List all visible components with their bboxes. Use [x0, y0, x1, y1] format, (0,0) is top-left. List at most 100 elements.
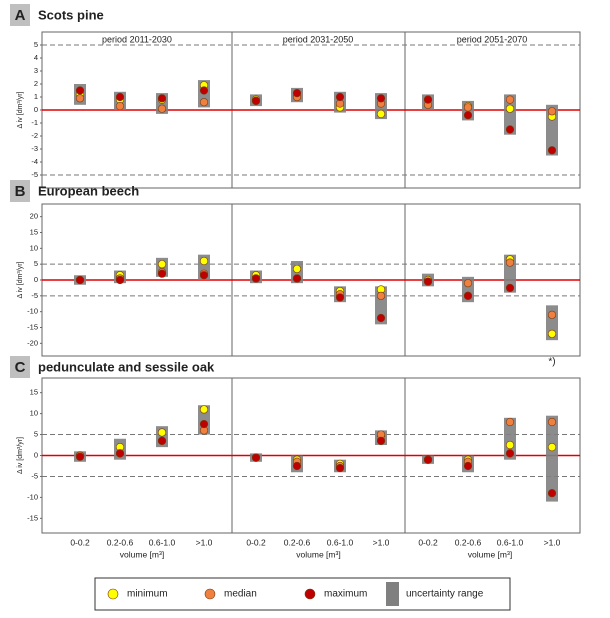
point-maximum [463, 111, 473, 120]
point-minimum [199, 405, 209, 414]
y-tick-label: -3 [31, 144, 38, 153]
panel-label-box [10, 356, 30, 378]
y-tick-label: -1 [31, 118, 38, 127]
legend-label: maximum [324, 589, 367, 600]
point-minimum [547, 443, 557, 452]
point-maximum [115, 449, 125, 458]
point-maximum [199, 86, 209, 95]
legend-box [94, 577, 511, 611]
x-tick-label: 0.6-1.0 [327, 537, 354, 547]
point-median [547, 107, 557, 116]
point-maximum [505, 125, 515, 134]
y-axis-label: Δ iv [dm³/yr] [17, 91, 24, 128]
point-median [505, 417, 515, 427]
y-tick-label: 0 [34, 450, 38, 459]
legend-label: minimum [127, 589, 168, 600]
y-tick-label: 5 [34, 259, 38, 268]
point-maximum [292, 461, 302, 471]
point-median [376, 291, 386, 300]
point-maximum [115, 275, 125, 285]
point-maximum [335, 92, 345, 102]
point-median [199, 98, 209, 107]
x-tick-label: 0-0.2 [70, 537, 90, 547]
y-tick-label: -15 [27, 322, 38, 331]
period-label: period 2031-2050 [283, 34, 354, 44]
y-tick-label: 20 [30, 212, 38, 221]
uncertainty-bar [198, 405, 210, 435]
uncertainty-bar [504, 417, 516, 460]
y-tick-label: -2 [31, 131, 38, 140]
point-minimum [505, 440, 515, 450]
period-label: period 2051-2070 [457, 34, 528, 44]
y-tick-label: 15 [30, 388, 38, 397]
x-tick-label: >1.0 [196, 537, 213, 547]
panel-label: B [15, 183, 26, 200]
panel-label: A [15, 7, 26, 24]
period-label: period 2011-2030 [102, 34, 172, 44]
point-maximum [157, 436, 167, 445]
point-median [157, 104, 167, 113]
point-maximum [75, 275, 85, 285]
point-minimum [292, 264, 302, 274]
y-tick-label: 2 [34, 79, 38, 88]
legend-label: median [224, 589, 257, 600]
y-tick-label: 5 [34, 430, 38, 439]
y-tick-label: 15 [30, 227, 38, 236]
point-maximum [251, 274, 261, 283]
x-tick-label: 0.2-0.6 [107, 537, 134, 547]
y-tick-label: 3 [34, 66, 38, 75]
x-tick-label: 0.6-1.0 [497, 537, 524, 547]
point-maximum [547, 146, 557, 155]
x-tick-label: 0-0.2 [418, 537, 438, 547]
point-median [463, 279, 473, 288]
panel-title: pedunculate and sessile oak [38, 359, 215, 374]
point-median [547, 310, 557, 319]
point-maximum [157, 94, 167, 103]
point-minimum [157, 428, 167, 437]
legend-marker [107, 588, 119, 600]
point-minimum [376, 109, 386, 118]
point-maximum [251, 453, 261, 462]
panel-label: C [15, 359, 26, 376]
point-median [75, 94, 85, 103]
point-maximum [115, 92, 125, 102]
x-axis-label: volume [m³] [296, 549, 340, 559]
legend-marker [386, 582, 399, 606]
point-maximum [335, 463, 345, 473]
point-maximum [463, 461, 473, 471]
y-tick-label: -5 [31, 471, 38, 480]
y-tick-label: -15 [27, 513, 38, 522]
point-maximum [376, 313, 386, 323]
y-tick-label: -10 [27, 492, 38, 501]
point-maximum [547, 489, 557, 498]
y-tick-label: -5 [31, 170, 38, 179]
y-tick-label: -5 [31, 291, 38, 300]
y-tick-label: 10 [30, 409, 38, 418]
x-tick-label: >1.0 [373, 537, 390, 547]
y-tick-label: 4 [34, 53, 38, 62]
point-maximum [199, 419, 209, 429]
point-median [115, 101, 125, 111]
point-maximum [505, 449, 515, 458]
point-minimum [157, 260, 167, 269]
x-tick-label: 0-0.2 [246, 537, 266, 547]
y-tick-label: -10 [27, 307, 38, 316]
point-maximum [251, 96, 261, 105]
legend-label: uncertainty range [406, 589, 484, 600]
x-tick-label: 0.2-0.6 [284, 537, 311, 547]
uncertainty-bar [504, 94, 516, 135]
x-axis-label: volume [m³] [468, 549, 512, 559]
y-tick-label: -20 [27, 338, 38, 347]
panel-label-box [10, 4, 30, 26]
x-tick-label: 0.6-1.0 [149, 537, 176, 547]
point-maximum [423, 95, 433, 104]
y-tick-label: 0 [34, 275, 38, 284]
point-median [505, 258, 515, 267]
point-maximum [376, 94, 386, 103]
point-median [505, 95, 515, 104]
x-tick-label: 0.2-0.6 [455, 537, 482, 547]
legend-marker [304, 588, 316, 600]
y-tick-label: 1 [34, 92, 38, 101]
y-tick-label: 5 [34, 40, 38, 49]
